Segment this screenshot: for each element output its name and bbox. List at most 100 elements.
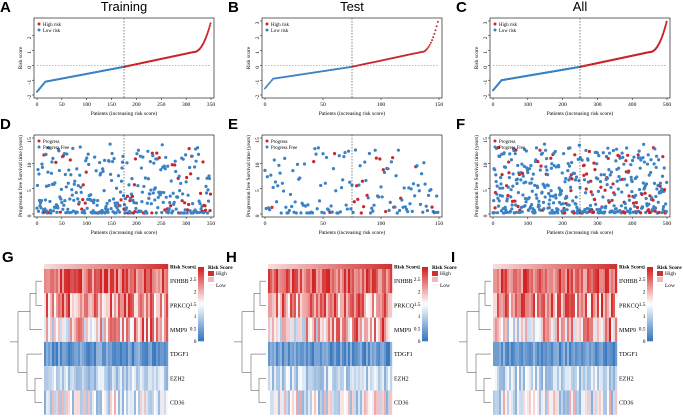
heatmap-cell [517,390,520,415]
heatmap-cell [300,341,303,367]
heatmap-cell [573,317,576,342]
heatmap-cell [90,317,93,342]
progress-free-point [279,211,283,215]
risk-score-annotation-cell [114,264,117,269]
heatmap-cell [122,317,125,342]
heatmap-cell [507,269,510,294]
heatmap-cell [352,366,355,391]
heatmap-cell [76,269,79,294]
progress-free-point [564,176,568,181]
progress-point [130,194,135,198]
heatmap-cell [593,366,596,391]
y-axis-label: Risk score [18,46,24,69]
heatmap-cell [118,317,121,342]
risk-score-annotation-cell [523,264,526,269]
colorbar-segment [422,269,428,273]
heatmap-cell [388,390,391,415]
heatmap-cell [553,269,556,294]
progress-point [635,205,640,210]
heatmap-cell [370,317,373,342]
colorbar-segment [198,286,204,290]
progress-free-point [272,158,276,162]
progress-free-point [550,162,554,166]
progress-free-point [75,210,79,214]
heatmap-cell [555,317,558,342]
heatmap-cell [152,293,155,318]
heatmap-cell [380,366,383,391]
progress-free-point [273,180,278,184]
heatmap-cell [84,366,87,391]
heatmap-cell [589,366,592,391]
heatmap-cell [583,317,586,342]
heatmap-cell [551,269,554,294]
heatmap-cell [290,317,293,342]
heatmap-cell [146,341,149,367]
heatmap-cell [56,317,59,342]
progress-free-point [107,159,111,163]
heatmap-cell [278,317,281,342]
heatmap-cell [559,317,562,342]
heatmap-cell [102,293,105,318]
colorbar-segment [198,267,204,270]
annotation-legend-high-swatch [208,271,214,276]
heatmap-cell [358,366,361,391]
heatmap-cell [146,366,149,391]
heatmap-cell [342,390,345,415]
colorbar-segment [198,279,204,283]
colorbar-segment [198,331,204,334]
heatmap-cell [92,366,95,391]
heatmap-cell [535,317,538,342]
progress-free-point [595,207,599,212]
heatmap-cell [581,390,584,415]
heatmap-cell [296,366,299,391]
risk-score-annotation-cell [607,264,610,269]
progress-free-point [509,188,513,192]
heatmap-cell [509,390,512,415]
progress-free-point [103,158,107,162]
progress-free-point [125,161,129,165]
risk-score-annotation-cell [118,264,121,269]
heatmap-cell [499,366,502,391]
heatmap-cell [126,390,129,415]
progress-free-point [204,184,208,188]
progress-free-point [171,209,175,213]
x-tick-label: 150 [107,221,116,227]
progress-free-point [206,199,211,203]
progress-free-point [617,174,621,179]
progress-free-point [46,146,51,150]
progress-free-point [109,207,113,211]
progress-free-point [499,176,503,180]
heatmap-cell [82,366,85,391]
heatmap-cell [529,390,532,415]
colorbar-segment [647,289,653,292]
progress-free-point [422,161,426,165]
progress-free-point [40,162,44,166]
colorbar-segment [422,301,428,305]
heatmap-cell [320,341,323,367]
risk-score-annotation-cell [300,264,303,269]
high-risk-point [207,29,210,32]
heatmap-cell [310,317,313,342]
heatmap-cell [72,341,75,367]
heatmap-cell [280,293,283,318]
heatmap-cell [280,269,283,294]
progress-free-point [116,174,121,178]
progress-point [119,198,123,202]
progress-free-point [664,202,668,206]
y-tick-label: 10 [27,162,33,168]
heatmap-cell [348,293,351,318]
heatmap-cell [296,317,299,342]
risk-score-annotation-cell [348,264,351,269]
progress-free-point [124,206,129,210]
progress-free-point [530,177,534,181]
heatmap-cell [348,317,351,342]
progress-free-point [583,191,588,195]
x-tick-label: 200 [558,221,567,227]
heatmap-cell [521,317,524,342]
heatmap-cell [146,390,149,415]
progress-free-point [76,197,80,201]
progress-free-point [495,211,500,215]
progress-free-point [506,210,510,215]
progress-free-point [95,203,99,207]
progress-free-point [546,184,550,188]
